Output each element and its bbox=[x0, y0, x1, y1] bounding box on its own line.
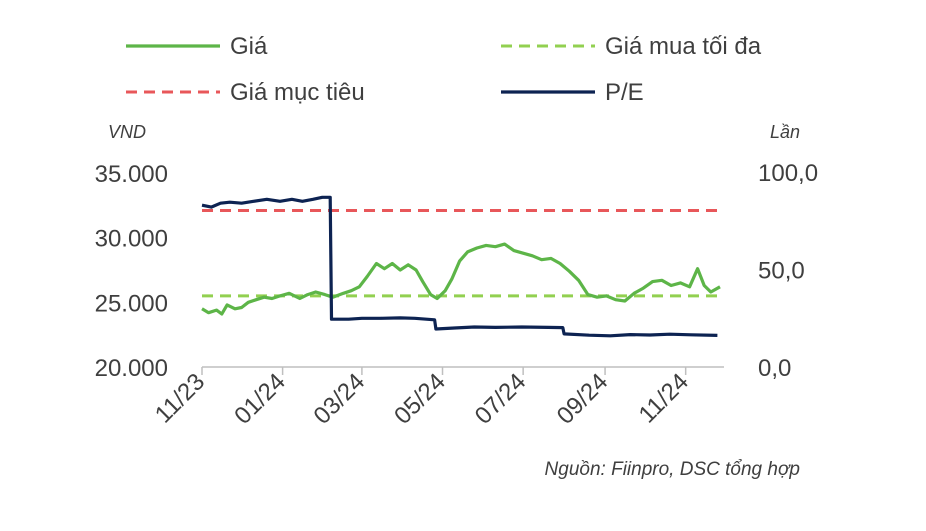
right-axis-ticks: 100,0 50,0 0,0 bbox=[758, 160, 818, 382]
left-tick-label: 35.000 bbox=[95, 161, 168, 188]
x-tick-label: 07/24 bbox=[470, 368, 532, 430]
left-tick-label: 20.000 bbox=[95, 355, 168, 382]
x-tick-label: 03/24 bbox=[309, 368, 371, 430]
left-tick-label: 25.000 bbox=[95, 290, 168, 317]
legend-label: Giá mục tiêu bbox=[230, 79, 365, 106]
right-axis-unit: Lần bbox=[770, 122, 800, 142]
right-tick-label: 100,0 bbox=[758, 160, 818, 187]
x-tick-label: 09/24 bbox=[552, 368, 614, 430]
right-tick-label: 50,0 bbox=[758, 258, 805, 285]
plot-area bbox=[201, 195, 724, 338]
legend: Giá Giá mua tối đa Giá mục tiêu P/E bbox=[126, 33, 762, 106]
series-line-p-e bbox=[201, 195, 718, 338]
x-tick-label: 01/24 bbox=[229, 368, 291, 430]
series-line-gi- bbox=[201, 242, 721, 316]
legend-label: P/E bbox=[605, 79, 644, 106]
left-axis-unit: VND bbox=[108, 122, 146, 142]
x-tick-label: 11/24 bbox=[634, 368, 694, 428]
x-tick-label: 05/24 bbox=[389, 368, 451, 430]
right-tick-label: 0,0 bbox=[758, 355, 791, 382]
left-tick-label: 30.000 bbox=[95, 226, 168, 253]
x-axis-ticks: 11/23 01/24 03/24 05/24 07/24 09/24 11/24 bbox=[150, 367, 694, 430]
source-note: Nguồn: Fiinpro, DSC tổng hợp bbox=[545, 459, 800, 480]
legend-label: Giá mua tối đa bbox=[605, 33, 762, 60]
left-axis-ticks: 35.000 30.000 25.000 20.000 bbox=[95, 161, 168, 382]
legend-label: Giá bbox=[230, 33, 268, 60]
